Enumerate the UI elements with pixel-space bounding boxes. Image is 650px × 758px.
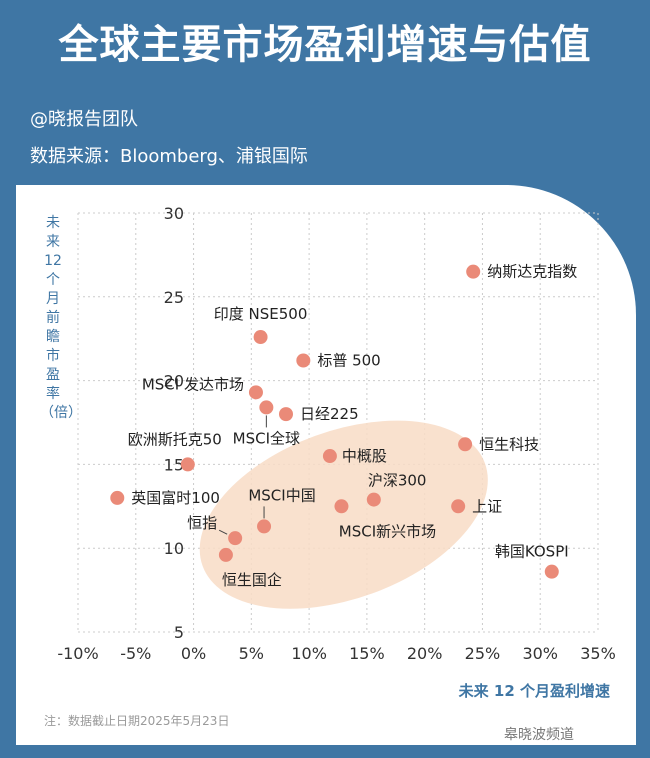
x-tick-label: 30% (522, 644, 558, 663)
x-tick-label: 10% (291, 644, 327, 663)
point-label: 恒生国企 (222, 571, 282, 589)
data-point[interactable] (180, 457, 195, 472)
footnote: 注：数据截止日期2025年5月23日 (44, 714, 230, 728)
point-label: 中概股 (342, 447, 387, 465)
data-point[interactable] (451, 499, 466, 514)
x-tick-label: 35% (580, 644, 616, 663)
data-point[interactable] (279, 407, 293, 422)
y-tick-label: 30 (164, 204, 184, 223)
point-label: 印度 NSE500 (214, 305, 308, 323)
y-tick-label: 5 (174, 623, 184, 642)
data-point[interactable] (458, 437, 473, 452)
x-tick-label: -10% (57, 644, 98, 663)
data-point[interactable] (253, 330, 268, 345)
credit-text: @晓报告团队 (30, 109, 138, 130)
data-point[interactable] (466, 264, 481, 279)
highlight-ellipse (199, 420, 488, 609)
x-axis-label: 未来 12 个月盈利增速 (458, 682, 610, 700)
data-point[interactable] (110, 490, 125, 505)
point-label: 欧洲斯托克50 (128, 430, 222, 448)
point-label: 恒生科技 (479, 435, 539, 453)
point-label: 韩国KOSPI (495, 543, 569, 561)
data-point[interactable] (322, 449, 337, 464)
point-label: MSCI全球 (233, 429, 300, 447)
data-point[interactable] (296, 353, 311, 368)
y-tick-label: 15 (164, 455, 184, 474)
point-label: MSCI中国 (248, 486, 315, 504)
source-text: 数据来源：Bloomberg、浦银国际 (30, 146, 308, 167)
x-tick-label: 15% (349, 644, 385, 663)
y-tick-label: 20 (164, 372, 184, 391)
point-label: MSCI 发达市场 (142, 375, 244, 393)
x-tick-label: -5% (120, 644, 151, 663)
x-tick-label: 20% (407, 644, 443, 663)
point-label: 标普 500 (317, 351, 380, 369)
data-point[interactable] (366, 492, 381, 507)
point-label: 英国富时100 (131, 489, 220, 507)
y-tick-label: 10 (164, 539, 184, 558)
watermark: 皋晓波频道 (504, 727, 574, 743)
x-tick-label: 5% (239, 644, 264, 663)
data-point[interactable] (228, 531, 243, 546)
x-tick-label: 0% (181, 644, 206, 663)
data-point[interactable] (544, 564, 559, 579)
data-point[interactable] (218, 547, 233, 562)
point-label: 上证 (472, 497, 502, 515)
y-tick-label: 25 (164, 288, 184, 307)
point-label: MSCI新兴市场 (339, 522, 436, 540)
leader-line (218, 529, 228, 535)
chart-title: 全球主要市场盈利增速与估值 (58, 22, 592, 68)
data-point[interactable] (257, 519, 272, 534)
point-label: 沪深300 (368, 472, 427, 490)
point-label: 日经225 (300, 405, 359, 423)
point-label: 恒指 (187, 514, 217, 532)
data-point[interactable] (259, 400, 274, 415)
x-tick-label: 25% (465, 644, 501, 663)
data-point[interactable] (248, 385, 263, 400)
y-axis-label: 未来 12 个月前瞻市盈率（倍） (40, 215, 82, 421)
point-label: 纳斯达克指数 (487, 263, 577, 281)
data-point[interactable] (334, 499, 349, 514)
